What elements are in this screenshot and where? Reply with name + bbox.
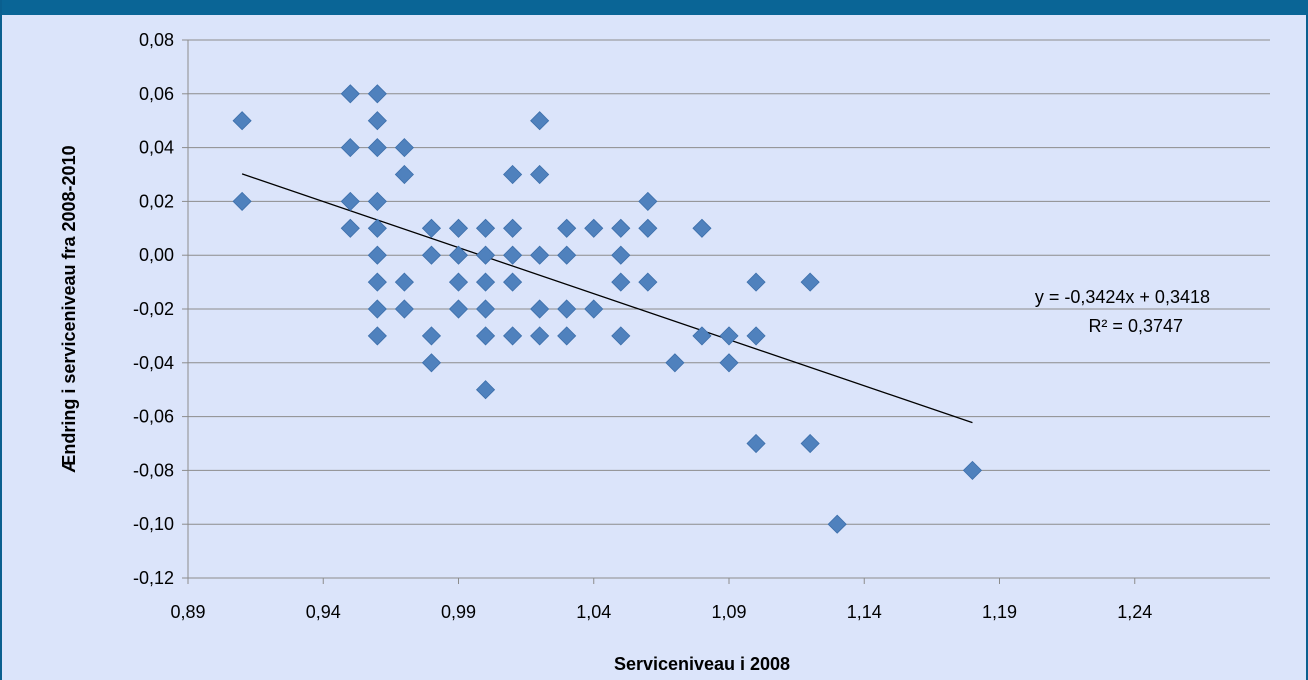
data-point	[394, 272, 414, 292]
data-point	[232, 191, 252, 211]
data-point	[800, 433, 820, 454]
data-point	[421, 326, 442, 346]
data-point	[503, 245, 523, 265]
data-point	[746, 433, 766, 454]
y-tick-label: -0,02	[133, 299, 174, 319]
data-point	[448, 272, 469, 292]
data-point	[394, 299, 414, 319]
data-point	[421, 353, 442, 373]
data-point	[746, 326, 766, 346]
data-point	[692, 326, 712, 346]
data-point	[638, 191, 658, 211]
x-tick-label: 1,09	[711, 602, 746, 622]
data-point	[367, 299, 387, 319]
r-squared-label: R² = 0,3747	[1088, 316, 1183, 336]
data-point	[367, 326, 387, 346]
data-point	[367, 191, 387, 211]
data-point	[448, 245, 469, 265]
data-point	[584, 218, 604, 238]
x-tick-label: 0,94	[306, 602, 341, 622]
data-point	[611, 245, 631, 265]
y-tick-label: 0,00	[139, 245, 174, 265]
data-point	[394, 138, 414, 158]
data-point	[475, 299, 496, 319]
data-point	[367, 84, 387, 104]
data-point	[719, 353, 739, 373]
data-point	[503, 326, 523, 346]
data-point	[421, 245, 442, 265]
data-point	[367, 245, 387, 265]
data-point	[665, 353, 685, 373]
data-point	[340, 218, 360, 238]
data-point	[503, 272, 523, 292]
data-point	[530, 326, 550, 346]
data-point	[530, 164, 550, 185]
data-point	[530, 111, 550, 131]
data-point	[503, 164, 523, 185]
data-point	[800, 272, 820, 292]
data-point	[584, 299, 604, 319]
data-point	[503, 218, 523, 238]
data-point	[475, 245, 496, 265]
data-point	[367, 272, 387, 292]
data-point	[475, 272, 496, 292]
data-point	[367, 111, 387, 131]
data-point	[394, 164, 414, 185]
data-point	[557, 218, 577, 238]
y-tick-label: 0,06	[139, 84, 174, 104]
data-point	[557, 326, 577, 346]
data-point	[611, 218, 631, 238]
data-point	[448, 218, 469, 238]
x-tick-label: 1,14	[847, 602, 882, 622]
y-axis-tick-labels: 0,08 0,06 0,04 0,02 0,00 -0,02 -0,04 -0,06 -0,08…	[133, 30, 174, 588]
data-point	[692, 218, 712, 238]
data-point	[746, 272, 766, 292]
data-point	[557, 245, 577, 265]
data-point	[719, 326, 739, 346]
data-point	[611, 272, 631, 292]
y-tick-label: 0,08	[139, 30, 174, 50]
y-tick-label: -0,10	[133, 514, 174, 534]
y-tick-label: -0,12	[133, 568, 174, 588]
y-tick-label: -0,08	[133, 460, 174, 480]
data-point	[340, 191, 360, 211]
x-axis-title: Serviceniveau i 2008	[614, 654, 790, 674]
data-point	[421, 218, 442, 238]
data-point	[638, 272, 658, 292]
data-point	[557, 299, 577, 319]
data-point	[475, 380, 496, 400]
x-tick-label: 0,99	[441, 602, 476, 622]
y-tick-label: -0,06	[133, 407, 174, 427]
data-point	[448, 299, 469, 319]
data-point	[638, 218, 658, 238]
trendline-equation: y = -0,3424x + 0,3418	[1035, 287, 1210, 307]
x-axis-tick-labels: 0,89 0,94 0,99 1,04 1,09 1,14 1,19 1,24	[170, 602, 1152, 622]
data-point	[367, 138, 387, 158]
data-point	[962, 460, 983, 480]
gridlines	[182, 39, 1270, 584]
x-tick-label: 1,04	[576, 602, 611, 622]
header-bar	[2, 0, 1308, 15]
y-tick-label: 0,02	[139, 191, 174, 211]
data-point	[340, 138, 360, 158]
data-point	[475, 326, 496, 346]
data-point	[611, 326, 631, 346]
x-tick-label: 1,19	[982, 602, 1017, 622]
data-points	[232, 84, 983, 534]
trendline	[241, 173, 973, 424]
y-tick-label: -0,04	[133, 353, 174, 373]
data-point	[475, 218, 496, 238]
x-tick-label: 0,89	[170, 602, 205, 622]
data-point	[530, 245, 550, 265]
data-point	[340, 84, 360, 104]
y-tick-label: 0,04	[139, 138, 174, 158]
x-tick-label: 1,24	[1117, 602, 1152, 622]
data-point	[530, 299, 550, 319]
data-point	[367, 218, 387, 238]
y-axis-title: Ændring i serviceniveau fra 2008-2010	[59, 145, 79, 472]
data-point	[827, 514, 847, 534]
data-point	[232, 111, 252, 131]
